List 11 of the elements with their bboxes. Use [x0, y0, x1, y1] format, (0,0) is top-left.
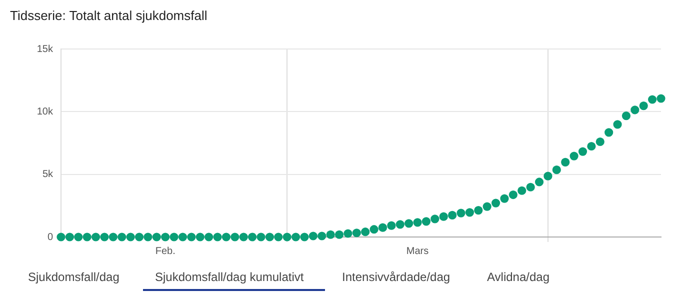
text: Avlidna/dag [487, 270, 550, 284]
x-tick-label: Mars [406, 246, 429, 257]
y-tick-label: 15k [36, 44, 54, 55]
chart-title: Tidsserie: Totalt antal sjukdomsfall [10, 8, 208, 23]
y-tick-label: 10k [36, 106, 54, 118]
text: Sjukdomsfall/dag kumulativt [155, 270, 304, 284]
text: Sjukdomsfall/dag [28, 270, 120, 284]
x-tick-label: Feb. [155, 246, 176, 257]
y-tick-label: 0 [47, 232, 54, 243]
text: Intensivvårdade/dag [342, 270, 450, 284]
y-tick-label: 5k [42, 169, 54, 180]
